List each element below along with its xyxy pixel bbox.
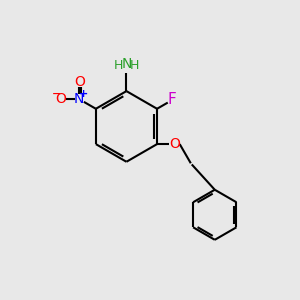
Text: O: O	[74, 75, 85, 89]
Text: N: N	[121, 57, 132, 71]
Text: O: O	[169, 137, 180, 151]
Text: −: −	[52, 89, 62, 99]
Text: O: O	[56, 92, 67, 106]
Text: H: H	[113, 59, 123, 72]
Text: +: +	[80, 89, 88, 99]
Text: N: N	[74, 92, 85, 106]
Text: H: H	[130, 59, 140, 72]
Text: F: F	[168, 92, 177, 107]
